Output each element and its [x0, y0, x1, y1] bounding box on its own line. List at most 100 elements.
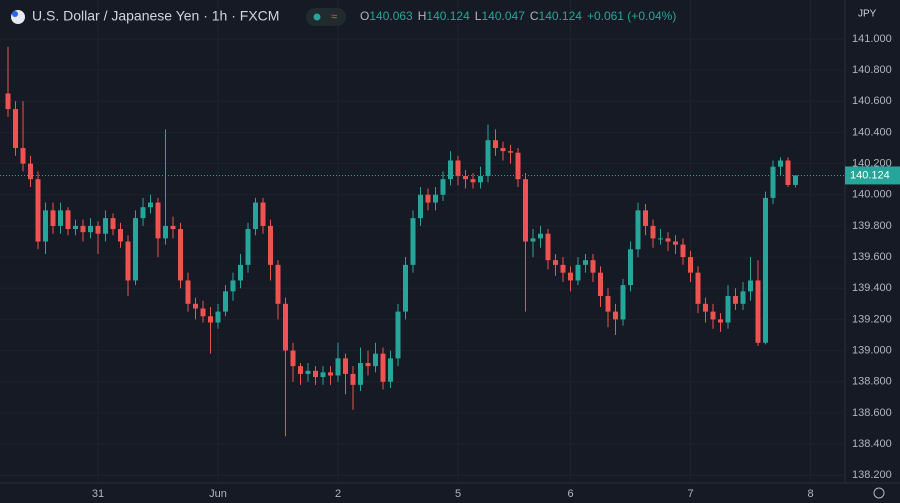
c-value: 140.124 [539, 9, 583, 23]
candle-body [455, 160, 461, 177]
candle-body [500, 148, 506, 152]
candle-body [680, 244, 686, 258]
o-value: 140.063 [369, 9, 413, 23]
status-pill[interactable] [306, 8, 346, 26]
candle-body [343, 358, 348, 374]
price-tag-label: 140.124 [850, 169, 890, 181]
candle-body [253, 202, 258, 230]
candle-body [763, 197, 768, 343]
change: +0.061 (+0.04%) [587, 9, 676, 23]
candle-body [133, 218, 138, 281]
candle-body [260, 202, 266, 226]
candle-body [748, 280, 753, 292]
candle-body [695, 272, 701, 304]
candle-body [425, 194, 431, 203]
candle-body [178, 229, 183, 281]
candle-body [688, 257, 693, 273]
settings-icon[interactable] [873, 487, 885, 499]
y-tick-label: 140.000 [852, 189, 892, 201]
candle-body [583, 260, 588, 265]
candle-body [493, 140, 498, 149]
candle-body [703, 303, 708, 312]
candle-body [65, 210, 71, 230]
candle-body [28, 163, 33, 180]
y-tick-label: 138.200 [852, 469, 892, 481]
x-tick-label: 5 [455, 488, 461, 500]
candle-body [478, 176, 483, 183]
candle-body [80, 225, 86, 233]
candle-body [208, 316, 213, 323]
l-label: L [475, 9, 482, 23]
candle-body [155, 202, 161, 239]
candle-body [350, 373, 356, 385]
candle-body [50, 210, 56, 226]
candle-body [605, 296, 611, 312]
candle-body [35, 179, 41, 242]
candle-body [643, 210, 648, 226]
candle-body [290, 350, 296, 367]
y-tick-label: 138.400 [852, 438, 892, 450]
candle-body [118, 229, 123, 242]
candle-body [238, 264, 243, 281]
candle-body [140, 207, 146, 219]
candle-body [223, 291, 228, 312]
x-tick-label: 8 [807, 488, 813, 500]
y-tick-label: 139.600 [852, 251, 892, 263]
candle-body [230, 280, 236, 292]
candle-body [275, 264, 281, 304]
x-tick-label: Jun [209, 488, 227, 500]
candle-body [560, 264, 566, 273]
candle-body [410, 218, 416, 265]
candle-body [620, 285, 626, 320]
y-tick-label: 139.000 [852, 344, 892, 356]
candle-body [718, 319, 723, 323]
candle-body [163, 225, 168, 239]
candle-body [88, 225, 93, 233]
candle-body [58, 210, 63, 226]
candle-body [658, 238, 663, 240]
x-tick-label: 6 [567, 488, 573, 500]
currency-label[interactable]: JPY [858, 9, 877, 20]
c-label: C [530, 9, 539, 23]
candle-body [170, 225, 176, 230]
y-tick-label: 139.800 [852, 220, 892, 232]
candle-body [305, 370, 311, 374]
candle-body [538, 233, 543, 239]
candle-body [665, 238, 671, 242]
x-tick-label: 31 [92, 488, 104, 500]
candle-body [635, 210, 641, 250]
candle-body [485, 140, 491, 177]
candle-body [568, 272, 573, 281]
market-open-dot [313, 13, 321, 21]
candle-body [598, 272, 603, 297]
candle-body [770, 166, 776, 198]
candle-body [545, 233, 551, 261]
x-tick-label: 2 [335, 488, 341, 500]
candle-body [103, 218, 108, 234]
y-tick-label: 139.400 [852, 282, 892, 294]
candle-body [725, 296, 731, 323]
y-tick-label: 140.400 [852, 126, 892, 138]
candle-body [373, 353, 378, 367]
y-tick-label: 140.800 [852, 64, 892, 76]
o-label: O [360, 9, 369, 23]
candle-body [365, 363, 371, 367]
candle-body [215, 311, 221, 323]
candle-body [148, 202, 153, 208]
candle-body [43, 210, 48, 242]
candle-body [388, 358, 393, 382]
candle-body [200, 308, 206, 317]
x-tick-label: 7 [687, 488, 693, 500]
candle-body [185, 280, 191, 304]
candle-body [793, 175, 798, 185]
candle-body [95, 225, 101, 234]
candle-body [13, 109, 18, 149]
h-label: H [418, 9, 427, 23]
candle-body [575, 264, 581, 281]
candle-body [335, 358, 341, 376]
candle-body [515, 152, 521, 180]
candle-body [508, 151, 513, 153]
